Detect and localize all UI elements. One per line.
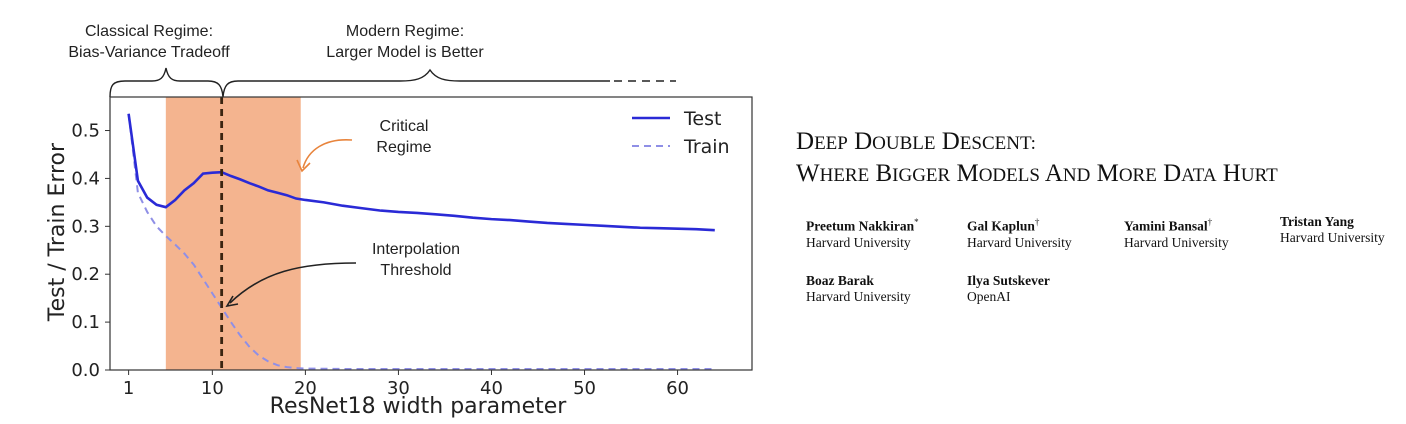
y-axis-label: Test / Train Error (45, 142, 70, 322)
y-tick-label: 0.3 (71, 216, 100, 237)
critical-regime-arrowhead (296, 159, 311, 173)
author-affiliation: Harvard University (1124, 234, 1229, 250)
legend-label-test: Test (683, 108, 721, 130)
author-name: Preetum Nakkiran (806, 218, 915, 234)
critical-regime-label-line2: Regime (376, 139, 431, 156)
plot-frame (109, 96, 753, 371)
legend-label-train: Train (683, 136, 730, 158)
critical-regime-band (165, 97, 301, 370)
author-affiliation: Harvard University (1280, 230, 1385, 245)
modern-regime-line2: Larger Model is Better (326, 44, 484, 61)
x-tick-label: 30 (387, 378, 410, 399)
author-entry: Yamini Bansal† Harvard University (1124, 214, 1229, 251)
series-line-train (127, 113, 715, 371)
y-tick-label: 0.2 (71, 264, 100, 285)
regime-brackets (109, 67, 676, 98)
paper-title-line1: DEEP DOUBLE DESCENT: (796, 128, 1036, 155)
author-name: Ilya Sutskever (967, 273, 1050, 288)
y-tick-label: 0.0 (71, 360, 100, 381)
x-tick-label: 60 (666, 378, 689, 399)
author-affiliation: OpenAI (967, 289, 1011, 304)
author-footnote-mark: † (1034, 217, 1040, 227)
interpolation-threshold-arrow (229, 262, 357, 304)
x-tick-label: 1 (123, 378, 134, 399)
critical-regime-label-line1: Critical (380, 118, 429, 135)
modern-bracket (222, 68, 610, 98)
author-entry: Gal Kaplun† Harvard University (967, 214, 1072, 251)
author-name: Yamini Bansal (1124, 218, 1208, 234)
x-tick-label: 40 (480, 378, 503, 399)
author-entry: Boaz Barak Harvard University (806, 273, 911, 305)
author-name: Tristan Yang (1280, 214, 1354, 229)
author-footnote-mark: † (1207, 217, 1213, 227)
author-name: Gal Kaplun (967, 218, 1035, 234)
classical-regime-line1: Classical Regime: (85, 23, 213, 40)
author-entry: Preetum Nakkiran* Harvard University (806, 214, 919, 251)
series-line-test (127, 113, 715, 232)
y-tick-label: 0.4 (71, 168, 100, 189)
author-footnote-mark: * (914, 217, 919, 227)
author-name: Boaz Barak (806, 273, 874, 288)
interpolation-threshold-label-line1: Interpolation (372, 241, 460, 258)
classical-regime-line2: Bias-Variance Tradeoff (68, 44, 230, 61)
author-affiliation: Harvard University (806, 234, 911, 250)
paper-title-line2: WHERE BIGGER MODELS AND MORE DATA HURT (796, 160, 1278, 187)
double-descent-figure: Classical Regime: Bias-Variance Tradeoff… (45, 23, 753, 419)
y-tick-label: 0.5 (71, 121, 100, 142)
x-tick-label: 50 (573, 378, 596, 399)
author-affiliation: Harvard University (967, 234, 1072, 250)
author-entry: Tristan Yang Harvard University (1280, 214, 1385, 246)
author-affiliation: Harvard University (806, 289, 911, 304)
critical-regime-arrow (302, 139, 353, 169)
paper-title: DEEP DOUBLE DESCENT: WHERE BIGGER MODELS… (796, 127, 1396, 191)
modern-regime-line1: Modern Regime: (346, 23, 464, 40)
x-axis-label: ResNet18 width parameter (270, 394, 568, 419)
legend: Test Train (632, 108, 730, 158)
axes-ticks: 1 10 20 30 40 50 60 0.0 0.1 0.2 0.3 0.4 0.5 (71, 121, 689, 399)
x-tick-label: 10 (201, 378, 224, 399)
interpolation-threshold-arrowhead (225, 295, 239, 308)
plot-area: 1 10 20 30 40 50 60 0.0 0.1 0.2 0.3 0.4 0.5 (71, 96, 753, 399)
x-tick-label: 20 (294, 378, 317, 399)
interpolation-threshold-label-line2: Threshold (380, 262, 451, 279)
author-entry: Ilya Sutskever OpenAI (967, 273, 1050, 305)
classical-bracket (109, 67, 224, 98)
y-tick-label: 0.1 (71, 312, 100, 333)
